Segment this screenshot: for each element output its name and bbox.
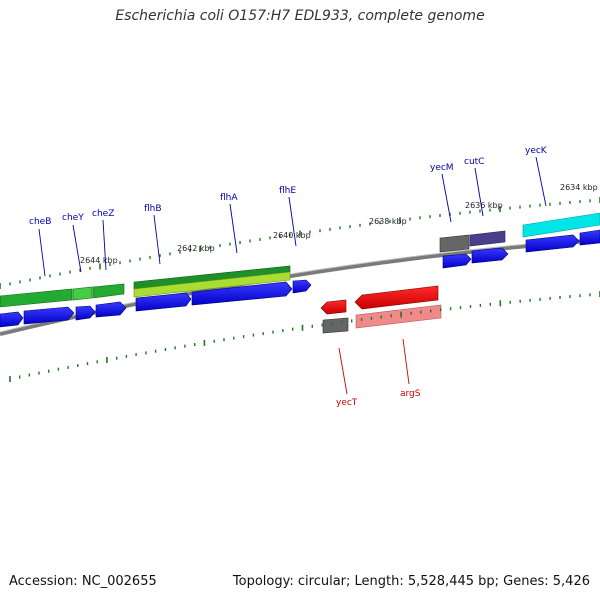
leader-cheZ <box>102 219 107 271</box>
scale-label-2636: 2636 kbp <box>465 201 503 210</box>
cog-feature-flhA-region <box>133 271 291 298</box>
gene-leader-lines <box>38 156 547 395</box>
cds-arrow-flhB[interactable] <box>135 292 192 312</box>
gene-label-yecK[interactable]: yecK <box>525 146 548 156</box>
gene-label-flhA[interactable]: flhA <box>220 193 238 203</box>
cds-arrow-cheZ[interactable] <box>95 301 127 318</box>
cog-feature-argS-region <box>355 304 442 329</box>
cog-feature-cutC-region <box>469 230 506 247</box>
accession-text: Accession: NC_002655 <box>9 574 157 589</box>
cds-arrow-yecK[interactable] <box>525 234 580 253</box>
leader-flhB <box>153 214 161 265</box>
cds-arrow-argS[interactable] <box>354 285 439 310</box>
gene-label-argS[interactable]: argS <box>400 389 421 399</box>
gene-label-yecT[interactable]: yecT <box>336 398 358 408</box>
cog-feature-yecM-region <box>439 234 470 253</box>
gene-label-cheY[interactable]: cheY <box>62 213 84 223</box>
gene-labels-reverse: yecT argS <box>336 389 421 408</box>
genome-stats-text: Topology: circular; Length: 5,528,445 bp… <box>232 574 590 589</box>
leader-cheY <box>72 224 82 273</box>
cds-arrow-flhA[interactable] <box>191 281 293 306</box>
scale-labels: 2644 kbp 2642 kbp 2640 kbp 2638 kbp 2636… <box>80 183 598 265</box>
leader-cutC <box>474 167 484 217</box>
cds-arrow-yecT[interactable] <box>320 299 347 315</box>
cog-feature-cheY-region <box>72 286 93 301</box>
scale-label-2640: 2640 kbp <box>273 231 311 240</box>
gene-labels-forward: cheB cheY cheZ flhB flhA flhE yecM cutC … <box>29 146 548 227</box>
cds-arrow-cheB[interactable] <box>23 306 75 325</box>
gene-label-flhB[interactable]: flhB <box>144 204 162 214</box>
leader-flhA <box>229 203 238 254</box>
leader-yecK <box>535 156 547 207</box>
cog-feature-yecK-region <box>522 212 600 238</box>
scale-label-2642: 2642 kbp <box>177 244 215 253</box>
cds-arrow-cheB-upstream <box>0 311 24 328</box>
scale-label-2634: 2634 kbp <box>560 183 598 192</box>
cog-feature-yecT-region <box>322 317 349 334</box>
leader-yecM <box>441 173 452 223</box>
cog-feature-cheZ-region <box>92 283 125 299</box>
cds-arrow-flhE[interactable] <box>292 279 312 294</box>
gene-label-flhE[interactable]: flhE <box>279 186 296 196</box>
cds-arrow-downstream[interactable] <box>579 229 600 246</box>
cds-arrow-yecM[interactable] <box>442 253 472 269</box>
gene-label-yecM[interactable]: yecM <box>430 163 454 173</box>
gene-label-cheB[interactable]: cheB <box>29 217 51 227</box>
cds-track-reverse <box>320 285 439 315</box>
cog-track-forward <box>0 212 600 308</box>
cog-feature-cheB-region <box>0 288 73 308</box>
gene-label-cheZ[interactable]: cheZ <box>92 209 114 219</box>
leader-flhE <box>288 196 297 247</box>
scale-label-2644: 2644 kbp <box>80 256 118 265</box>
leader-cheB <box>38 228 46 277</box>
gene-label-cutC[interactable]: cutC <box>464 157 484 167</box>
scale-ticks <box>0 197 600 382</box>
cds-arrow-cutC[interactable] <box>471 247 509 264</box>
scale-label-2638: 2638 kbp <box>369 217 407 226</box>
leader-yecT <box>338 347 348 395</box>
genome-title: Escherichia coli O157:H7 EDL933, complet… <box>115 8 485 24</box>
cds-track-forward <box>0 229 600 328</box>
cds-arrow-cheY[interactable] <box>75 305 96 321</box>
leader-argS <box>402 338 410 385</box>
